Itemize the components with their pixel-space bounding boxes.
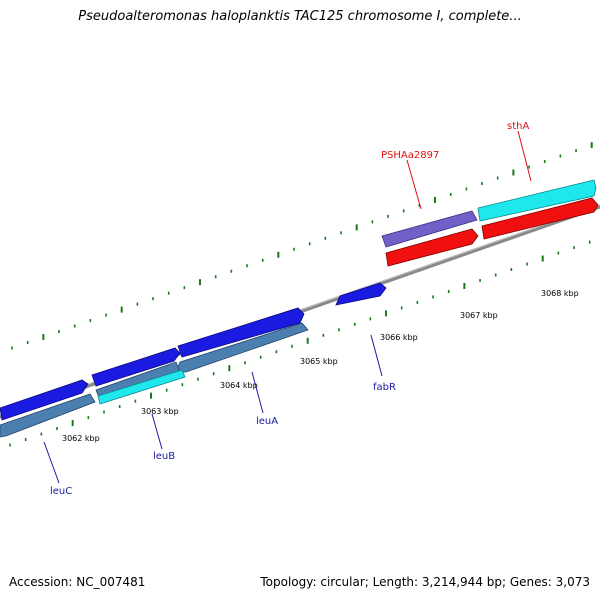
scale-labels: 3062 kbp 3063 kbp 3064 kbp 3065 kbp 3066… <box>62 289 579 443</box>
gene-arrow-cyan[interactable] <box>477 179 597 222</box>
scale-label: 3062 kbp <box>62 434 100 443</box>
scale-label: 3064 kbp <box>220 381 258 390</box>
gene-callout-lines <box>43 130 532 484</box>
scale-label: 3066 kbp <box>380 333 418 342</box>
scale-label: 3068 kbp <box>541 289 579 298</box>
scale-label: 3063 kbp <box>141 407 179 416</box>
gene-label-PSHAa2897: PSHAa2897 <box>381 150 439 161</box>
gene-arrow-red[interactable] <box>385 228 479 267</box>
gene-arrow-forward[interactable] <box>91 347 181 387</box>
gene-label-fabR: fabR <box>373 382 396 393</box>
gene-label-leuA: leuA <box>256 416 278 427</box>
accession-text: Accession: NC_007481 <box>9 575 146 589</box>
gene-arrow-cyan[interactable] <box>97 369 186 405</box>
gene-labels: leuC leuB leuA fabR PSHAa2897 sthA <box>50 121 529 497</box>
inner-tick-marks <box>9 240 591 447</box>
gene-label-leuC: leuC <box>50 486 72 497</box>
gene-arrow-forward[interactable] <box>177 307 305 358</box>
gene-arrow-red[interactable] <box>481 197 599 240</box>
gene-arrow-forward[interactable] <box>0 379 89 421</box>
gene-label-sthA: sthA <box>507 121 529 132</box>
gene-arrow-forward[interactable] <box>335 282 387 306</box>
scale-label: 3065 kbp <box>300 357 338 366</box>
map-title: Pseudoalteromonas haloplanktis TAC125 ch… <box>78 9 522 24</box>
scale-label: 3067 kbp <box>460 311 498 320</box>
gene-arrow-purple[interactable] <box>381 210 478 248</box>
genome-summary-text: Topology: circular; Length: 3,214,944 bp… <box>260 575 590 589</box>
gene-label-leuB: leuB <box>153 451 175 462</box>
gene-arrow-reverse[interactable] <box>0 393 96 438</box>
outer-tick-marks <box>11 142 593 350</box>
